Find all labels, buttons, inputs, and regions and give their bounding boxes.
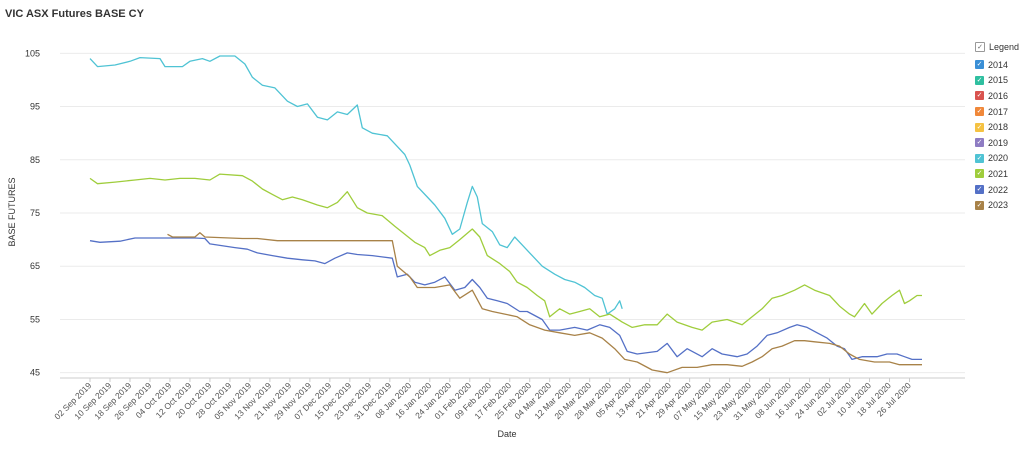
checkbox-icon[interactable]: ✓ [975,169,984,179]
y-axis-title: BASE FUTURES [7,177,17,246]
legend-toggle-all[interactable]: ✓ Legend [975,40,1019,54]
legend-label: 2022 [988,184,1009,195]
x-axis-title: Date [497,429,516,439]
legend-item-2015[interactable]: ✓ 2015 [975,73,1019,89]
y-tick-label: 105 [25,48,40,58]
grid-layer [60,52,965,374]
legend-item-2014[interactable]: ✓ 2014 [975,57,1019,73]
checkbox-icon[interactable]: ✓ [975,60,984,70]
legend-item-2017[interactable]: ✓ 2017 [975,104,1019,120]
checkbox-icon[interactable]: ✓ [975,200,984,210]
legend-item-2018[interactable]: ✓ 2018 [975,119,1019,135]
series-line-2023 [167,232,922,374]
legend-label: 2021 [988,168,1009,179]
legend-label: 2017 [988,106,1009,117]
chart-title: VIC ASX Futures BASE CY [5,8,144,20]
legend-label: 2019 [988,137,1009,148]
y-tick-label: 75 [30,208,40,218]
y-tick-label: 95 [30,102,40,112]
checkbox-icon[interactable]: ✓ [975,91,984,101]
legend: ✓ Legend ✓ 2014 ✓ 2015 ✓ 2016 ✓ 2017 ✓ 2018 ✓ 2019 ✓… [975,40,1019,213]
y-tick-label: 85 [30,155,40,165]
legend-label: 2016 [988,90,1009,101]
legend-item-2020[interactable]: ✓ 2020 [975,151,1019,167]
legend-title: Legend [989,42,1020,52]
checkbox-icon[interactable]: ✓ [975,107,984,117]
legend-items: ✓ 2014 ✓ 2015 ✓ 2016 ✓ 2017 ✓ 2018 ✓ 2019 ✓ 2020 ✓ 2021… [975,57,1019,213]
checkbox-icon[interactable]: ✓ [975,75,984,85]
y-tick-label: 65 [30,261,40,271]
legend-item-2019[interactable]: ✓ 2019 [975,135,1019,151]
legend-label: 2023 [988,200,1009,211]
checkbox-icon[interactable]: ✓ [975,153,984,163]
checkbox-icon[interactable]: ✓ [975,138,984,148]
series-line-2021 [89,173,922,331]
legend-item-2016[interactable]: ✓ 2016 [975,88,1019,104]
legend-label: 2018 [988,122,1009,133]
checkbox-icon[interactable]: ✓ [975,42,985,52]
legend-label: 2014 [988,59,1009,70]
series-line-2020 [89,55,623,315]
legend-item-2021[interactable]: ✓ 2021 [975,166,1019,182]
series-layer [89,55,922,374]
checkbox-icon[interactable]: ✓ [975,185,984,195]
series-line-2022 [89,237,922,361]
y-tick-label: 45 [30,368,40,378]
legend-label: 2015 [988,75,1009,86]
checkbox-icon[interactable]: ✓ [975,122,984,132]
legend-item-2023[interactable]: ✓ 2023 [975,197,1019,213]
legend-item-2022[interactable]: ✓ 2022 [975,182,1019,198]
y-tick-label: 55 [30,314,40,324]
legend-label: 2020 [988,153,1009,164]
